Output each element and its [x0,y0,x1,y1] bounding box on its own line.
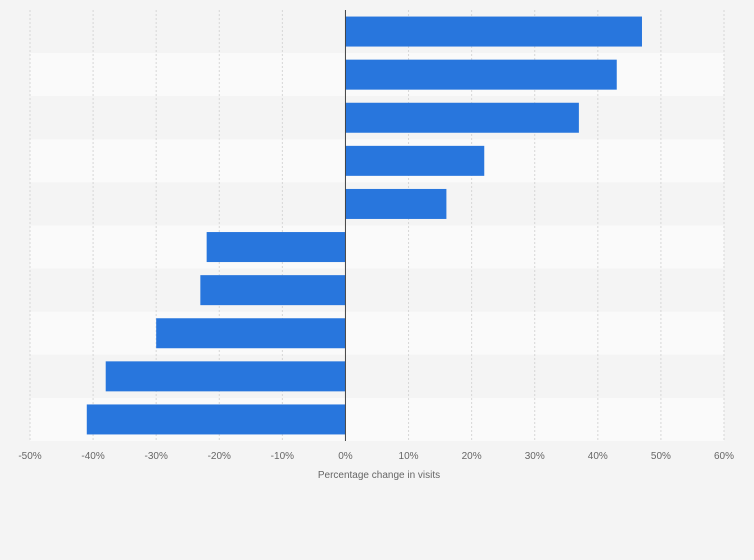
bar [345,145,485,176]
x-tick-label: 50% [651,451,671,462]
x-tick-label: 60% [714,451,734,462]
bar [345,102,579,133]
bar [86,404,346,435]
bar [105,361,346,392]
x-axis-title: Percentage change in visits [318,470,440,481]
bars [86,16,642,435]
x-tick-label: 10% [399,451,419,462]
x-tick-label: -50% [18,451,41,462]
x-tick-label: -20% [208,451,231,462]
x-tick-label: 30% [525,451,545,462]
bar [156,318,346,349]
bar [345,188,447,219]
bar [345,16,642,47]
x-tick-labels: -50% -40% -30% -20% -10% 0% 10% 20% 30% 40% 50% 60% [18,451,734,462]
bar [345,59,617,90]
row-band [30,268,724,312]
x-tick-label: -10% [271,451,294,462]
x-tick-label: -30% [145,451,168,462]
x-tick-label: -40% [81,451,104,462]
row-band [30,311,724,355]
x-tick-label: 20% [462,451,482,462]
x-tick-label: 0% [338,451,353,462]
bar [206,232,346,263]
x-tick-label: 40% [588,451,608,462]
bar [200,275,346,306]
row-band [30,225,724,269]
